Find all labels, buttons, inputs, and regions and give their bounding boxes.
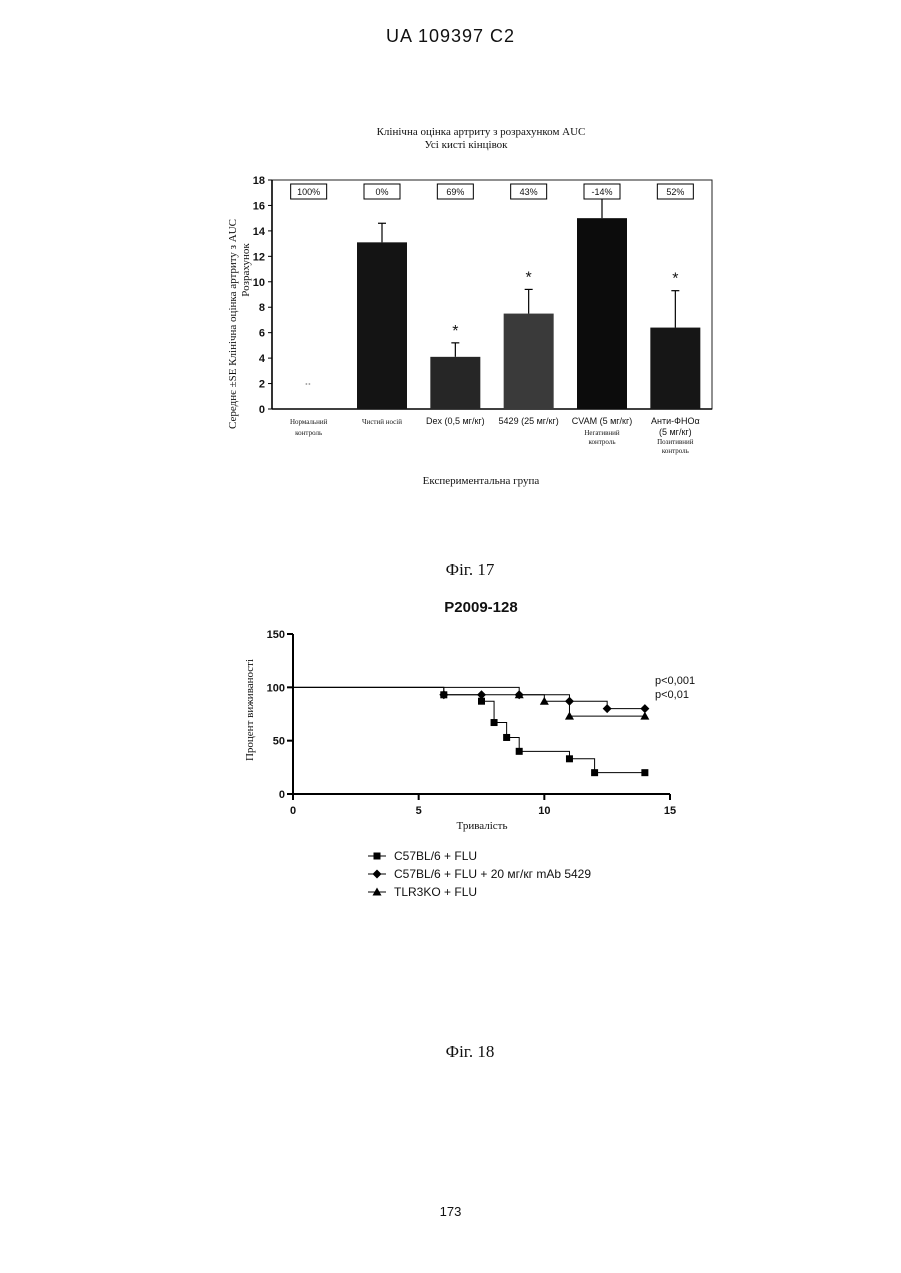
p-value-annotation-1: p<0,001 xyxy=(655,675,695,687)
percent-label: 52% xyxy=(666,187,684,197)
legend-marker xyxy=(373,870,382,879)
bar xyxy=(577,218,627,409)
series-c57bl6-flu-marker xyxy=(641,769,648,776)
percent-label: 100% xyxy=(297,187,320,197)
x-tick-label: CVAM (5 мг/кг) xyxy=(572,416,633,426)
y-tick-label: 8 xyxy=(259,302,265,314)
y-tick-label: 4 xyxy=(259,353,266,365)
plot-frame xyxy=(272,180,712,409)
x-tick-label-line3: Позитивний xyxy=(657,438,694,446)
chart-title: Клінічна оцінка артриту з розрахунком AU… xyxy=(377,126,586,138)
y-tick-label: 0 xyxy=(279,789,285,801)
bar xyxy=(650,328,700,409)
percent-label: 43% xyxy=(520,187,538,197)
x-tick-label-line2: контроль xyxy=(295,429,322,437)
significance-star: * xyxy=(452,323,458,340)
percent-label: 69% xyxy=(446,187,464,197)
legend-label: C57BL/6 + FLU xyxy=(394,849,477,863)
significance-star: * xyxy=(672,271,678,288)
percent-label: -14% xyxy=(591,187,612,197)
p-value-annotation-2: p<0,01 xyxy=(655,689,689,701)
bar xyxy=(430,357,480,409)
series-c57bl6-flu-mab5429-line xyxy=(293,687,645,708)
page-number: 173 xyxy=(0,1204,901,1219)
series-tlr3ko-flu-line xyxy=(293,687,645,716)
y-axis-label: Середнє ±SE Клінічна оцінка артриту з AU… xyxy=(227,219,239,429)
x-tick-label-line3b: контроль xyxy=(662,447,689,455)
y-tick-label: 12 xyxy=(253,251,265,263)
x-tick-label: 0 xyxy=(290,805,296,817)
y-tick-label: 2 xyxy=(259,379,265,391)
figure17-caption: Фіг. 17 xyxy=(0,560,901,580)
x-tick-label: 5429 (25 мг/кг) xyxy=(499,416,559,426)
y-axis-label-2: Розрахунок xyxy=(240,243,252,297)
x-axis-label: Експериментальна група xyxy=(423,475,540,487)
series-c57bl6-flu-marker xyxy=(566,755,573,762)
legend-marker xyxy=(374,853,381,860)
x-tick-label: 5 xyxy=(416,805,422,817)
series-c57bl6-flu-marker xyxy=(591,769,598,776)
x-tick-label: Анти-ФНОα xyxy=(651,416,700,426)
series-c57bl6-flu-mab5429-marker xyxy=(603,704,612,713)
bar xyxy=(357,242,407,409)
series-c57bl6-flu-marker xyxy=(516,748,523,755)
series-tlr3ko-flu-marker xyxy=(640,712,649,720)
figure17-bar-chart: Клінічна оцінка артриту з розрахунком AU… xyxy=(0,0,901,560)
x-tick-label: 15 xyxy=(664,805,676,817)
x-tick-label: Dex (0,5 мг/кг) xyxy=(426,416,485,426)
percent-label: 0% xyxy=(375,187,388,197)
legend-label: C57BL/6 + FLU + 20 мг/кг mAb 5429 xyxy=(394,867,591,881)
chart-subtitle: Усі кисті кінцівок xyxy=(424,139,508,151)
y-tick-label: 100 xyxy=(267,682,285,694)
y-tick-label: 50 xyxy=(273,736,285,748)
x-tick-label: Нормальний xyxy=(290,418,328,426)
y-tick-label: 10 xyxy=(253,277,265,289)
y-tick-label: 6 xyxy=(259,328,265,340)
x-tick-label-line3: контроль xyxy=(588,438,615,446)
y-tick-label: 16 xyxy=(253,200,265,212)
y-axis-label: Процент виживаності xyxy=(244,659,256,761)
y-tick-label: 150 xyxy=(267,629,285,641)
chart-title: P2009-128 xyxy=(444,599,517,616)
figure18-survival-chart: P2009-128 0 50 100 150 0 5 10 15 Процент виживано… xyxy=(0,590,901,920)
series-c57bl6-flu-marker xyxy=(503,734,510,741)
series-c57bl6-flu-marker xyxy=(491,719,498,726)
y-tick-label: 14 xyxy=(253,226,266,238)
legend-label: TLR3KO + FLU xyxy=(394,885,477,899)
series-c57bl6-flu-line xyxy=(293,687,645,772)
y-tick-label: 0 xyxy=(259,404,265,416)
x-axis-label: Тривалість xyxy=(457,820,508,832)
x-tick-label: Чистий носій xyxy=(362,418,402,426)
x-tick-label: 10 xyxy=(538,805,550,817)
y-tick-label: 18 xyxy=(253,175,265,187)
bar xyxy=(504,314,554,409)
series-tlr3ko-flu-marker xyxy=(565,712,574,720)
x-tick-label-line2: (5 мг/кг) xyxy=(659,427,692,437)
significance-star: * xyxy=(526,269,532,286)
figure18-caption: Фіг. 18 xyxy=(0,1042,901,1062)
x-tick-label-line2: Негативний xyxy=(584,429,620,437)
